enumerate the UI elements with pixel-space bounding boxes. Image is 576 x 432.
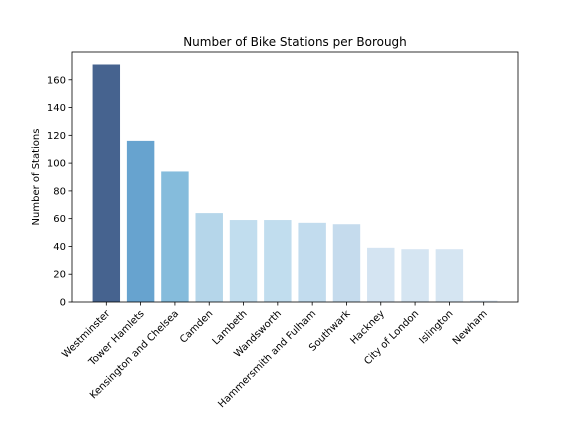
bar-westminster (92, 64, 121, 302)
y-tick-label: 120 (47, 131, 66, 142)
y-tick-label: 80 (53, 186, 66, 197)
bar-hackney (367, 247, 395, 302)
bar-lambeth (229, 220, 258, 302)
y-tick-label: 60 (53, 214, 66, 225)
bar-camden (195, 213, 223, 302)
bar-islington (435, 249, 464, 302)
y-tick-label: 0 (60, 298, 66, 309)
bars-group (92, 64, 498, 302)
bar-city-of-london (401, 249, 429, 302)
y-tick-label: 140 (47, 103, 66, 114)
y-axis-ticks: 0 20 40 60 80 100 120 140 160 (47, 75, 72, 309)
bar-hammersmith-and-fulham (298, 222, 326, 302)
x-tick-label: Newham (451, 308, 490, 347)
y-tick-label: 20 (53, 270, 66, 281)
bar-kensington-and-chelsea (161, 171, 189, 302)
bar-wandsworth (264, 220, 292, 302)
y-tick-label: 160 (47, 75, 66, 86)
bar-tower-hamlets (126, 140, 155, 302)
chart-title: Number of Bike Stations per Borough (183, 35, 407, 49)
bar-newham (469, 300, 498, 302)
x-tick-label: Islington (417, 308, 455, 346)
plot-frame (71, 51, 519, 303)
y-axis-label: Number of Stations (31, 129, 42, 226)
y-tick-label: 40 (53, 242, 66, 253)
y-tick-label: 100 (47, 159, 66, 170)
bar-southwark (332, 224, 361, 302)
